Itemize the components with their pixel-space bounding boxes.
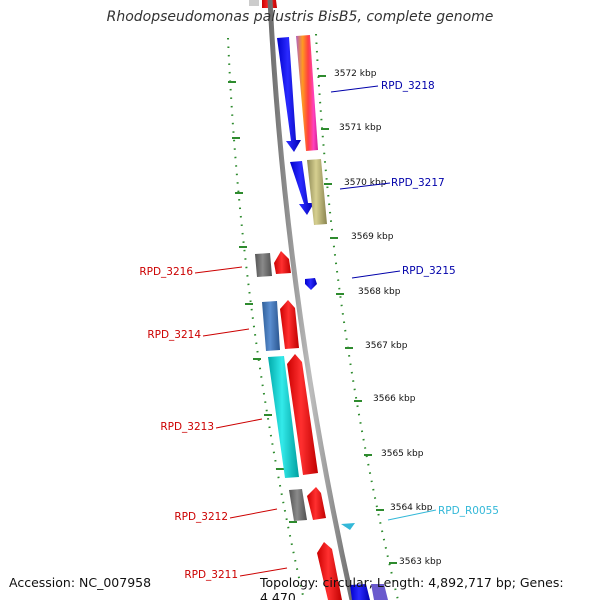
kbp-label: 3569 kbp	[351, 232, 394, 242]
kbp-label: 3564 kbp	[390, 503, 433, 513]
kbp-label: 3563 kbp	[399, 557, 442, 567]
gene-label-rpd-3218[interactable]: RPD_3218	[381, 80, 435, 92]
label-leader-line	[387, 509, 437, 521]
gene-feature[interactable]	[290, 161, 314, 215]
gene-feature[interactable]	[350, 584, 370, 600]
gene-feature[interactable]	[268, 356, 299, 478]
gene-label-rpd-3212[interactable]: RPD_3212	[174, 511, 228, 523]
label-leader-line	[239, 567, 288, 577]
label-leader-line	[351, 270, 401, 279]
kbp-label: 3567 kbp	[365, 341, 408, 351]
gene-label-rpd-3215[interactable]: RPD_3215	[402, 265, 456, 277]
gene-feature[interactable]	[317, 542, 342, 600]
gene-label-rpd-r0055[interactable]: RPD_R0055	[438, 505, 499, 517]
label-leader-line	[339, 182, 391, 190]
gene-feature[interactable]	[280, 300, 299, 349]
kbp-label: 3568 kbp	[358, 287, 401, 297]
gene-feature[interactable]	[307, 487, 326, 520]
gene-feature[interactable]	[287, 354, 318, 475]
gene-feature[interactable]	[277, 37, 301, 152]
gene-feature[interactable]	[305, 278, 317, 290]
map-title: Rhodopseudomonas palustris BisB5, comple…	[106, 9, 494, 25]
genome-summary-text: Topology: circular; Length: 4,892,717 bp…	[260, 575, 564, 600]
label-leader-line	[229, 508, 278, 519]
label-leader-line	[215, 418, 263, 429]
label-leader-line	[330, 85, 379, 93]
label-leader-line	[194, 266, 243, 274]
kbp-label: 3566 kbp	[373, 394, 416, 404]
gene-label-rpd-3214[interactable]: RPD_3214	[147, 329, 201, 341]
genome-backbone	[267, 0, 355, 600]
kbp-label: 3565 kbp	[381, 449, 424, 459]
gene-label-rpd-3216[interactable]: RPD_3216	[139, 266, 193, 278]
gene-feature[interactable]	[341, 523, 355, 530]
kbp-label: 3571 kbp	[339, 123, 382, 133]
kbp-label: 3570 kbp	[344, 178, 387, 188]
outer-tick-track	[315, 33, 399, 600]
accession-text: Accession: NC_007958	[9, 575, 152, 590]
label-leader-line	[202, 328, 250, 337]
gene-label-rpd-3211[interactable]: RPD_3211	[184, 569, 238, 581]
gene-label-rpd-3213[interactable]: RPD_3213	[160, 421, 214, 433]
gene-feature[interactable]	[255, 253, 272, 277]
gene-feature[interactable]	[307, 159, 327, 225]
gene-feature[interactable]	[289, 489, 307, 521]
gene-label-rpd-3217[interactable]: RPD_3217	[391, 177, 445, 189]
gene-feature[interactable]	[371, 584, 388, 600]
kbp-label: 3572 kbp	[334, 69, 377, 79]
gene-feature[interactable]	[296, 35, 318, 151]
gene-feature[interactable]	[274, 251, 291, 274]
gene-feature[interactable]	[262, 301, 280, 351]
major-ticks	[228, 75, 397, 564]
gene-feature[interactable]	[249, 0, 259, 6]
